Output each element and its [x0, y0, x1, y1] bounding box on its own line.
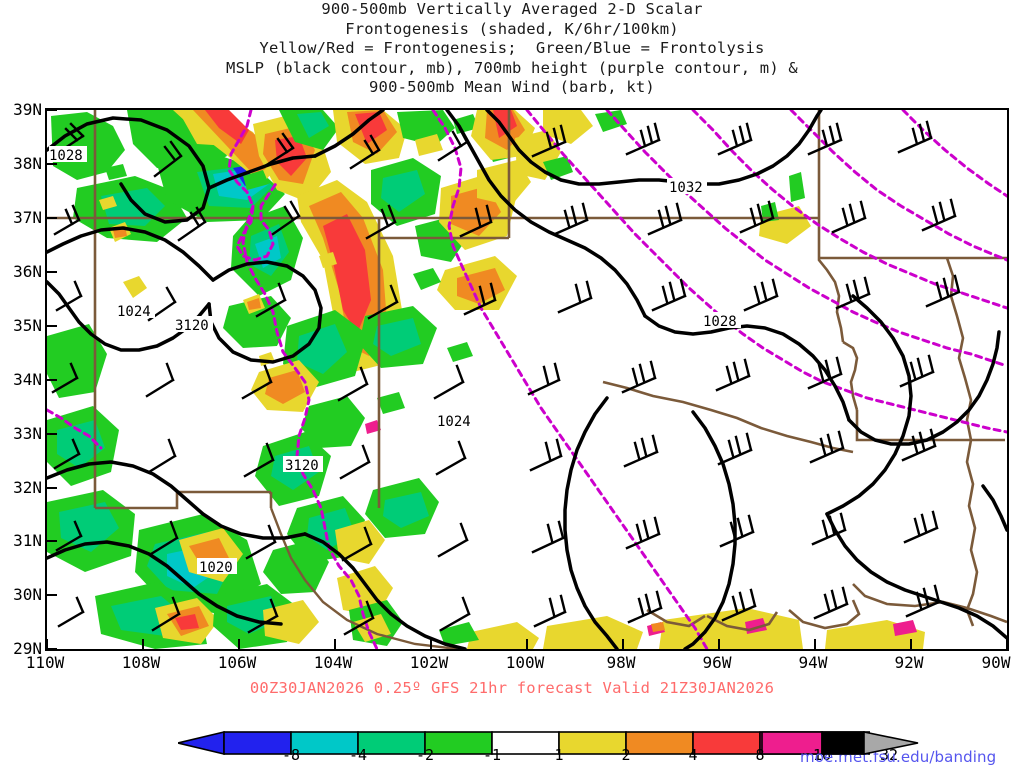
xlabel-100W: 100W: [505, 653, 545, 672]
axis-ticks: [47, 110, 1007, 649]
contour-label-1028-nw: 1028: [49, 148, 83, 164]
contour-label-1028-e: 1028: [703, 314, 737, 330]
map-plot-area[interactable]: 1028 1024 3120 3120 1020 1024 1032 1028: [45, 108, 1009, 651]
title-line-3: Yellow/Red = Frontogenesis; Green/Blue =…: [259, 39, 765, 57]
ylabel-39N: 39N: [13, 100, 42, 119]
colorbar-extend-high-wrap: [821, 728, 952, 758]
title-line-4: MSLP (black contour, mb), 700mb height (…: [226, 58, 798, 77]
forecast-caption: 00Z30JAN2026 0.25º GFS 21hr forecast Val…: [249, 679, 775, 697]
colorbar-band-black-2: [821, 731, 865, 755]
ylabel-38N: 38N: [13, 154, 42, 173]
colorbar-tick--2: -2: [415, 746, 435, 764]
xlabel-98W: 98W: [606, 653, 636, 672]
colorbar-tick-8: 8: [755, 746, 765, 764]
contour-label-3120-s: 3120: [285, 458, 319, 474]
wind-barbs: [51, 120, 961, 636]
state-borders: [47, 110, 1007, 649]
xlabel-90W: 90W: [981, 653, 1011, 672]
ylabel-29N: 29N: [13, 639, 42, 658]
ylabel-32N: 32N: [13, 478, 42, 497]
chart-title-block: 900-500mb Vertically Averaged 2-D Scalar…: [0, 0, 1024, 98]
colorbar-extend-high: [863, 731, 919, 755]
contour-label-1032: 1032: [669, 180, 703, 196]
contour-label-1024-c: 1024: [437, 414, 471, 430]
xlabel-110W: 110W: [25, 653, 65, 672]
ylabel-37N: 37N: [13, 208, 42, 227]
colorbar-tick--4: -4: [348, 746, 368, 764]
ylabel-35N: 35N: [13, 316, 42, 335]
xlabel-94W: 94W: [798, 653, 828, 672]
contour-labels: 1028 1024 3120 3120 1020 1024 1032 1028: [49, 146, 741, 576]
xlabel-92W: 92W: [894, 653, 924, 672]
xlabel-104W: 104W: [313, 653, 353, 672]
map-svg: 1028 1024 3120 3120 1020 1024 1032 1028: [47, 110, 1007, 649]
contour-label-3120-nw: 3120: [175, 318, 209, 334]
colorbar-ticks: -8 -4 -2 -1 1 2 4 8 16 32: [178, 744, 898, 764]
ylabel-30N: 30N: [13, 585, 42, 604]
ylabel-36N: 36N: [13, 262, 42, 281]
mslp-contours: [47, 110, 1007, 649]
title-line-5: 900-500mb Mean Wind (barb, kt): [369, 78, 655, 96]
title-line-1: 900-500mb Vertically Averaged 2-D Scalar: [321, 0, 703, 18]
ylabel-34N: 34N: [13, 370, 42, 389]
frontogenesis-shading: [47, 110, 925, 649]
xlabel-96W: 96W: [702, 653, 732, 672]
contour-label-1020: 1020: [199, 560, 233, 576]
colorbar-tick--8: -8: [281, 746, 301, 764]
xlabel-108W: 108W: [121, 653, 161, 672]
xlabel-102W: 102W: [409, 653, 449, 672]
title-line-2: Frontogenesis (shaded, K/6hr/100km): [345, 19, 679, 38]
colorbar-tick-2: 2: [621, 746, 631, 764]
ylabel-33N: 33N: [13, 424, 42, 443]
colorbar-tick-4: 4: [688, 746, 698, 764]
colorbar-tick--1: -1: [482, 746, 502, 764]
ylabel-31N: 31N: [13, 531, 42, 550]
colorbar-tick-1: 1: [554, 746, 564, 764]
contour-label-1024-nw: 1024: [117, 304, 151, 320]
xlabel-106W: 106W: [217, 653, 257, 672]
